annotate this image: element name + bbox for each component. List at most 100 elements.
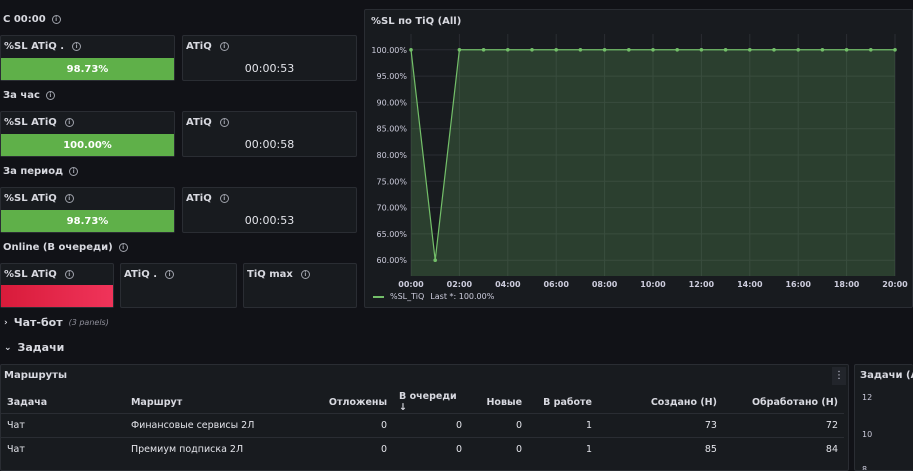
info-icon[interactable]: i: [64, 194, 74, 203]
x-tick-label: 20:00: [882, 280, 908, 289]
col-in-queue[interactable]: В очереди ↓: [393, 391, 468, 414]
info-icon[interactable]: i: [219, 42, 229, 51]
cell-new: 0: [468, 413, 529, 438]
x-tick-label: 18:00: [834, 280, 860, 289]
tasks-all-panel[interactable]: Задачи (All) 12 10 8: [854, 364, 913, 471]
y-tick-label: 100.00%: [371, 46, 407, 55]
panel-title: %SL ATiQ: [4, 193, 57, 204]
atiq-panel-3[interactable]: ATiQ i 00:00:53: [182, 187, 357, 233]
panel-title: %SL ATiQ: [4, 117, 57, 128]
atiq-value: 00:00:53: [244, 214, 295, 227]
cell-route: Премиум подписка 2Л: [124, 437, 323, 462]
col-in-work[interactable]: В работе: [543, 396, 592, 408]
info-icon[interactable]: i: [69, 167, 79, 176]
sl-gauge-panel-2[interactable]: %SL ATiQ i 100.00%: [0, 111, 175, 157]
sl-gauge-bar: 98.73%: [1, 58, 174, 80]
data-point: [844, 47, 849, 52]
data-point: [530, 47, 534, 52]
info-icon[interactable]: i: [118, 243, 128, 252]
sl-value: 98.73%: [66, 63, 109, 75]
group-title-since-midnight: С 00:00 i: [3, 14, 61, 25]
cell-route: Финансовые сервисы 2Л: [124, 413, 323, 438]
sl-gauge-bar: 100.00%: [1, 134, 174, 156]
panel-title: Маршруты: [4, 370, 67, 381]
col-processed[interactable]: Обработано (Н): [751, 396, 838, 408]
panel-title: ATiQ: [186, 117, 212, 128]
arrow-down-icon: ↓: [399, 402, 408, 413]
x-tick-label: 12:00: [689, 280, 715, 289]
data-point: [554, 47, 558, 52]
chart-legend[interactable]: %SL_TiQ Last *: 100.00%: [373, 292, 494, 301]
y-tick: 10: [862, 430, 873, 439]
data-point: [772, 47, 776, 52]
row-chatbot[interactable]: › Чат-бот (3 panels): [4, 316, 913, 329]
y-tick-label: 85.00%: [376, 125, 407, 134]
table-row[interactable]: Чат Премиум подписка 2Л 0 0 0 1 85 84: [1, 437, 844, 462]
col-new[interactable]: Новые: [486, 396, 523, 408]
info-icon[interactable]: i: [64, 270, 74, 279]
atiq-value: 00:00:53: [244, 62, 295, 75]
row-panel-count: (3 panels): [68, 318, 109, 327]
x-tick-label: 16:00: [785, 280, 811, 289]
info-icon[interactable]: i: [51, 15, 61, 24]
panel-title: ATiQ .: [124, 269, 157, 280]
info-icon[interactable]: i: [45, 91, 55, 100]
info-icon[interactable]: i: [219, 118, 229, 127]
info-icon[interactable]: i: [64, 118, 74, 127]
row-title: Задачи: [17, 341, 65, 354]
cell-in-queue: 0: [393, 413, 469, 438]
data-point: [506, 47, 510, 52]
sl-value: 98.73%: [66, 215, 109, 227]
routes-table: Задача Маршрут Отложены В очереди ↓ Новы…: [1, 391, 844, 462]
data-point: [409, 47, 413, 52]
data-point: [433, 258, 437, 263]
y-tick-label: 65.00%: [376, 230, 407, 239]
cell-in-work: 1: [528, 413, 598, 438]
group-title-period: За период i: [3, 166, 79, 177]
y-tick: 12: [862, 393, 873, 402]
x-tick-label: 02:00: [447, 280, 473, 289]
col-task[interactable]: Задача: [7, 396, 48, 408]
group-title-text: За час: [3, 90, 40, 101]
y-tick-label: 90.00%: [376, 98, 407, 107]
panel-title: %SL по TiQ (All): [371, 16, 462, 27]
y-tick-label: 80.00%: [376, 151, 407, 160]
sl-gauge-bar-red: [1, 285, 113, 307]
cell-processed: 84: [722, 437, 844, 462]
x-tick-label: 00:00: [398, 280, 424, 289]
sl-tiq-chart-panel[interactable]: %SL по TiQ (All) 60.00% 65.00% 70.00% 75.00…: [364, 9, 913, 308]
atiq-panel-2[interactable]: ATiQ i 00:00:58: [182, 111, 357, 157]
data-point: [675, 47, 679, 52]
group-title-online: Online (В очереди) i: [3, 242, 128, 253]
info-icon[interactable]: i: [300, 270, 310, 279]
cell-created: 85: [598, 437, 723, 462]
routes-table-panel[interactable]: Маршруты ⋮ Задача Маршрут Отложены В оче…: [0, 364, 849, 471]
chevron-down-icon: ⌄: [4, 342, 12, 353]
series-area: [411, 49, 895, 276]
col-created[interactable]: Создано (Н): [650, 396, 717, 408]
info-icon[interactable]: i: [165, 270, 174, 279]
panel-title: ATiQ: [186, 41, 212, 52]
col-route[interactable]: Маршрут: [130, 396, 183, 408]
x-tick-label: 04:00: [495, 280, 521, 289]
data-point: [893, 47, 897, 52]
table-row[interactable]: Чат Финансовые сервисы 2Л 0 0 0 1 73 72: [1, 413, 844, 438]
atiq-panel-1[interactable]: ATiQ i 00:00:53: [182, 35, 357, 81]
y-tick-label: 70.00%: [376, 204, 407, 213]
data-point: [796, 47, 800, 52]
row-tasks[interactable]: ⌄ Задачи: [4, 341, 913, 354]
info-icon[interactable]: i: [72, 42, 82, 51]
info-icon[interactable]: i: [219, 194, 229, 203]
sl-gauge-panel-3[interactable]: %SL ATiQ i 98.73%: [0, 187, 175, 233]
x-tick-label: 14:00: [737, 280, 763, 289]
online-tiq-max-panel[interactable]: TiQ max i: [243, 263, 357, 308]
panel-title: %SL ATiQ: [4, 269, 57, 280]
x-tick-label: 10:00: [640, 280, 666, 289]
sl-gauge-panel-1[interactable]: %SL ATiQ . i 98.73%: [0, 35, 175, 81]
sl-value: 100.00%: [63, 139, 112, 151]
online-sl-panel[interactable]: %SL ATiQ i: [0, 263, 114, 308]
online-atiq-panel[interactable]: ATiQ . i: [120, 263, 237, 308]
panel-menu-icon[interactable]: ⋮: [832, 367, 846, 385]
line-chart[interactable]: 60.00% 65.00% 70.00% 75.00% 80.00% 85.00% 90.0…: [365, 10, 913, 309]
col-deferred[interactable]: Отложены: [328, 396, 388, 408]
